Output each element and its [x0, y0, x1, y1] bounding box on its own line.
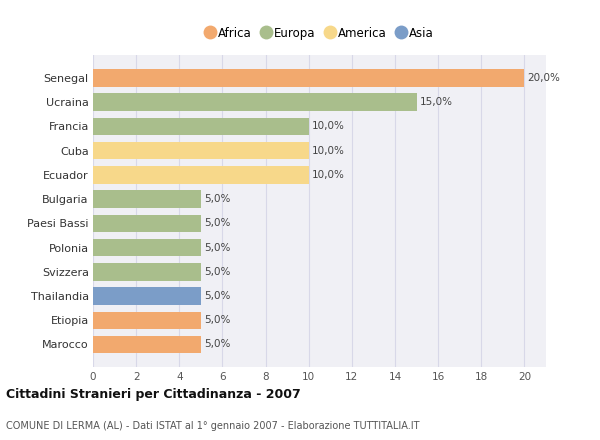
- Text: 5,0%: 5,0%: [204, 194, 230, 204]
- Text: 10,0%: 10,0%: [312, 170, 345, 180]
- Text: Cittadini Stranieri per Cittadinanza - 2007: Cittadini Stranieri per Cittadinanza - 2…: [6, 388, 301, 401]
- Text: 5,0%: 5,0%: [204, 340, 230, 349]
- Bar: [93, 215, 201, 232]
- Text: 5,0%: 5,0%: [204, 218, 230, 228]
- Text: 20,0%: 20,0%: [527, 73, 560, 83]
- Bar: [93, 93, 416, 111]
- Legend: Africa, Europa, America, Asia: Africa, Europa, America, Asia: [202, 23, 437, 44]
- Bar: [93, 117, 309, 135]
- Text: COMUNE DI LERMA (AL) - Dati ISTAT al 1° gennaio 2007 - Elaborazione TUTTITALIA.I: COMUNE DI LERMA (AL) - Dati ISTAT al 1° …: [6, 421, 419, 431]
- Bar: [93, 239, 201, 256]
- Bar: [93, 287, 201, 305]
- Bar: [93, 191, 201, 208]
- Text: 5,0%: 5,0%: [204, 315, 230, 325]
- Bar: [93, 336, 201, 353]
- Text: 5,0%: 5,0%: [204, 267, 230, 277]
- Text: 10,0%: 10,0%: [312, 146, 345, 156]
- Text: 5,0%: 5,0%: [204, 242, 230, 253]
- Bar: [93, 166, 309, 183]
- Bar: [93, 312, 201, 329]
- Bar: [93, 69, 524, 87]
- Text: 10,0%: 10,0%: [312, 121, 345, 132]
- Bar: [93, 142, 309, 159]
- Bar: [93, 263, 201, 281]
- Text: 15,0%: 15,0%: [420, 97, 453, 107]
- Text: 5,0%: 5,0%: [204, 291, 230, 301]
